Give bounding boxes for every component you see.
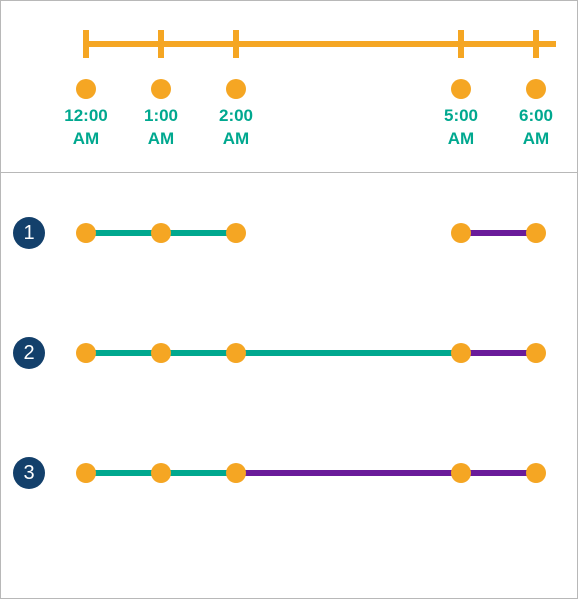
segment-line	[86, 230, 161, 236]
segment-dot	[151, 223, 171, 243]
axis-dot	[151, 79, 171, 99]
segment-dot	[451, 463, 471, 483]
axis-dot	[526, 79, 546, 99]
axis-label: 5:00 AM	[444, 105, 478, 151]
segment-line	[86, 350, 161, 356]
segment-dot	[526, 463, 546, 483]
segment-line	[161, 350, 236, 356]
segment-dot	[76, 463, 96, 483]
segment-line	[161, 470, 236, 476]
time-axis-panel: 12:00 AM 1:00 AM 2:00 AM 5:00 AM 6:00 AM	[1, 1, 577, 173]
axis-tick	[83, 30, 89, 58]
axis-tick	[233, 30, 239, 58]
segment-dot	[76, 223, 96, 243]
axis-dot	[451, 79, 471, 99]
row-badge: 3	[13, 457, 45, 489]
row-badge: 1	[13, 217, 45, 249]
segment-dot	[226, 463, 246, 483]
segment-dot	[526, 343, 546, 363]
axis-label: 12:00 AM	[64, 105, 107, 151]
segment-line	[161, 230, 236, 236]
segment-dot	[226, 223, 246, 243]
segment-dot	[226, 343, 246, 363]
segment-dot	[151, 463, 171, 483]
segment-dot	[526, 223, 546, 243]
segment-dot	[451, 343, 471, 363]
axis-label: 1:00 AM	[144, 105, 178, 151]
axis-dot	[76, 79, 96, 99]
row-badge: 2	[13, 337, 45, 369]
segment-dot	[151, 343, 171, 363]
diagram-container: 12:00 AM 1:00 AM 2:00 AM 5:00 AM 6:00 AM 1 2 3	[0, 0, 578, 599]
axis-label: 6:00 AM	[519, 105, 553, 151]
segment-line	[236, 350, 461, 356]
axis-tick	[458, 30, 464, 58]
rows-panel: 1 2 3	[1, 173, 577, 599]
segment-line	[461, 230, 536, 236]
axis-label: 2:00 AM	[219, 105, 253, 151]
axis-line	[83, 41, 556, 47]
segment-line	[461, 470, 536, 476]
segment-dot	[76, 343, 96, 363]
axis-tick	[158, 30, 164, 58]
axis-tick	[533, 30, 539, 58]
segment-dot	[451, 223, 471, 243]
axis-dot	[226, 79, 246, 99]
segment-line	[461, 350, 536, 356]
segment-line	[236, 470, 461, 476]
segment-line	[86, 470, 161, 476]
